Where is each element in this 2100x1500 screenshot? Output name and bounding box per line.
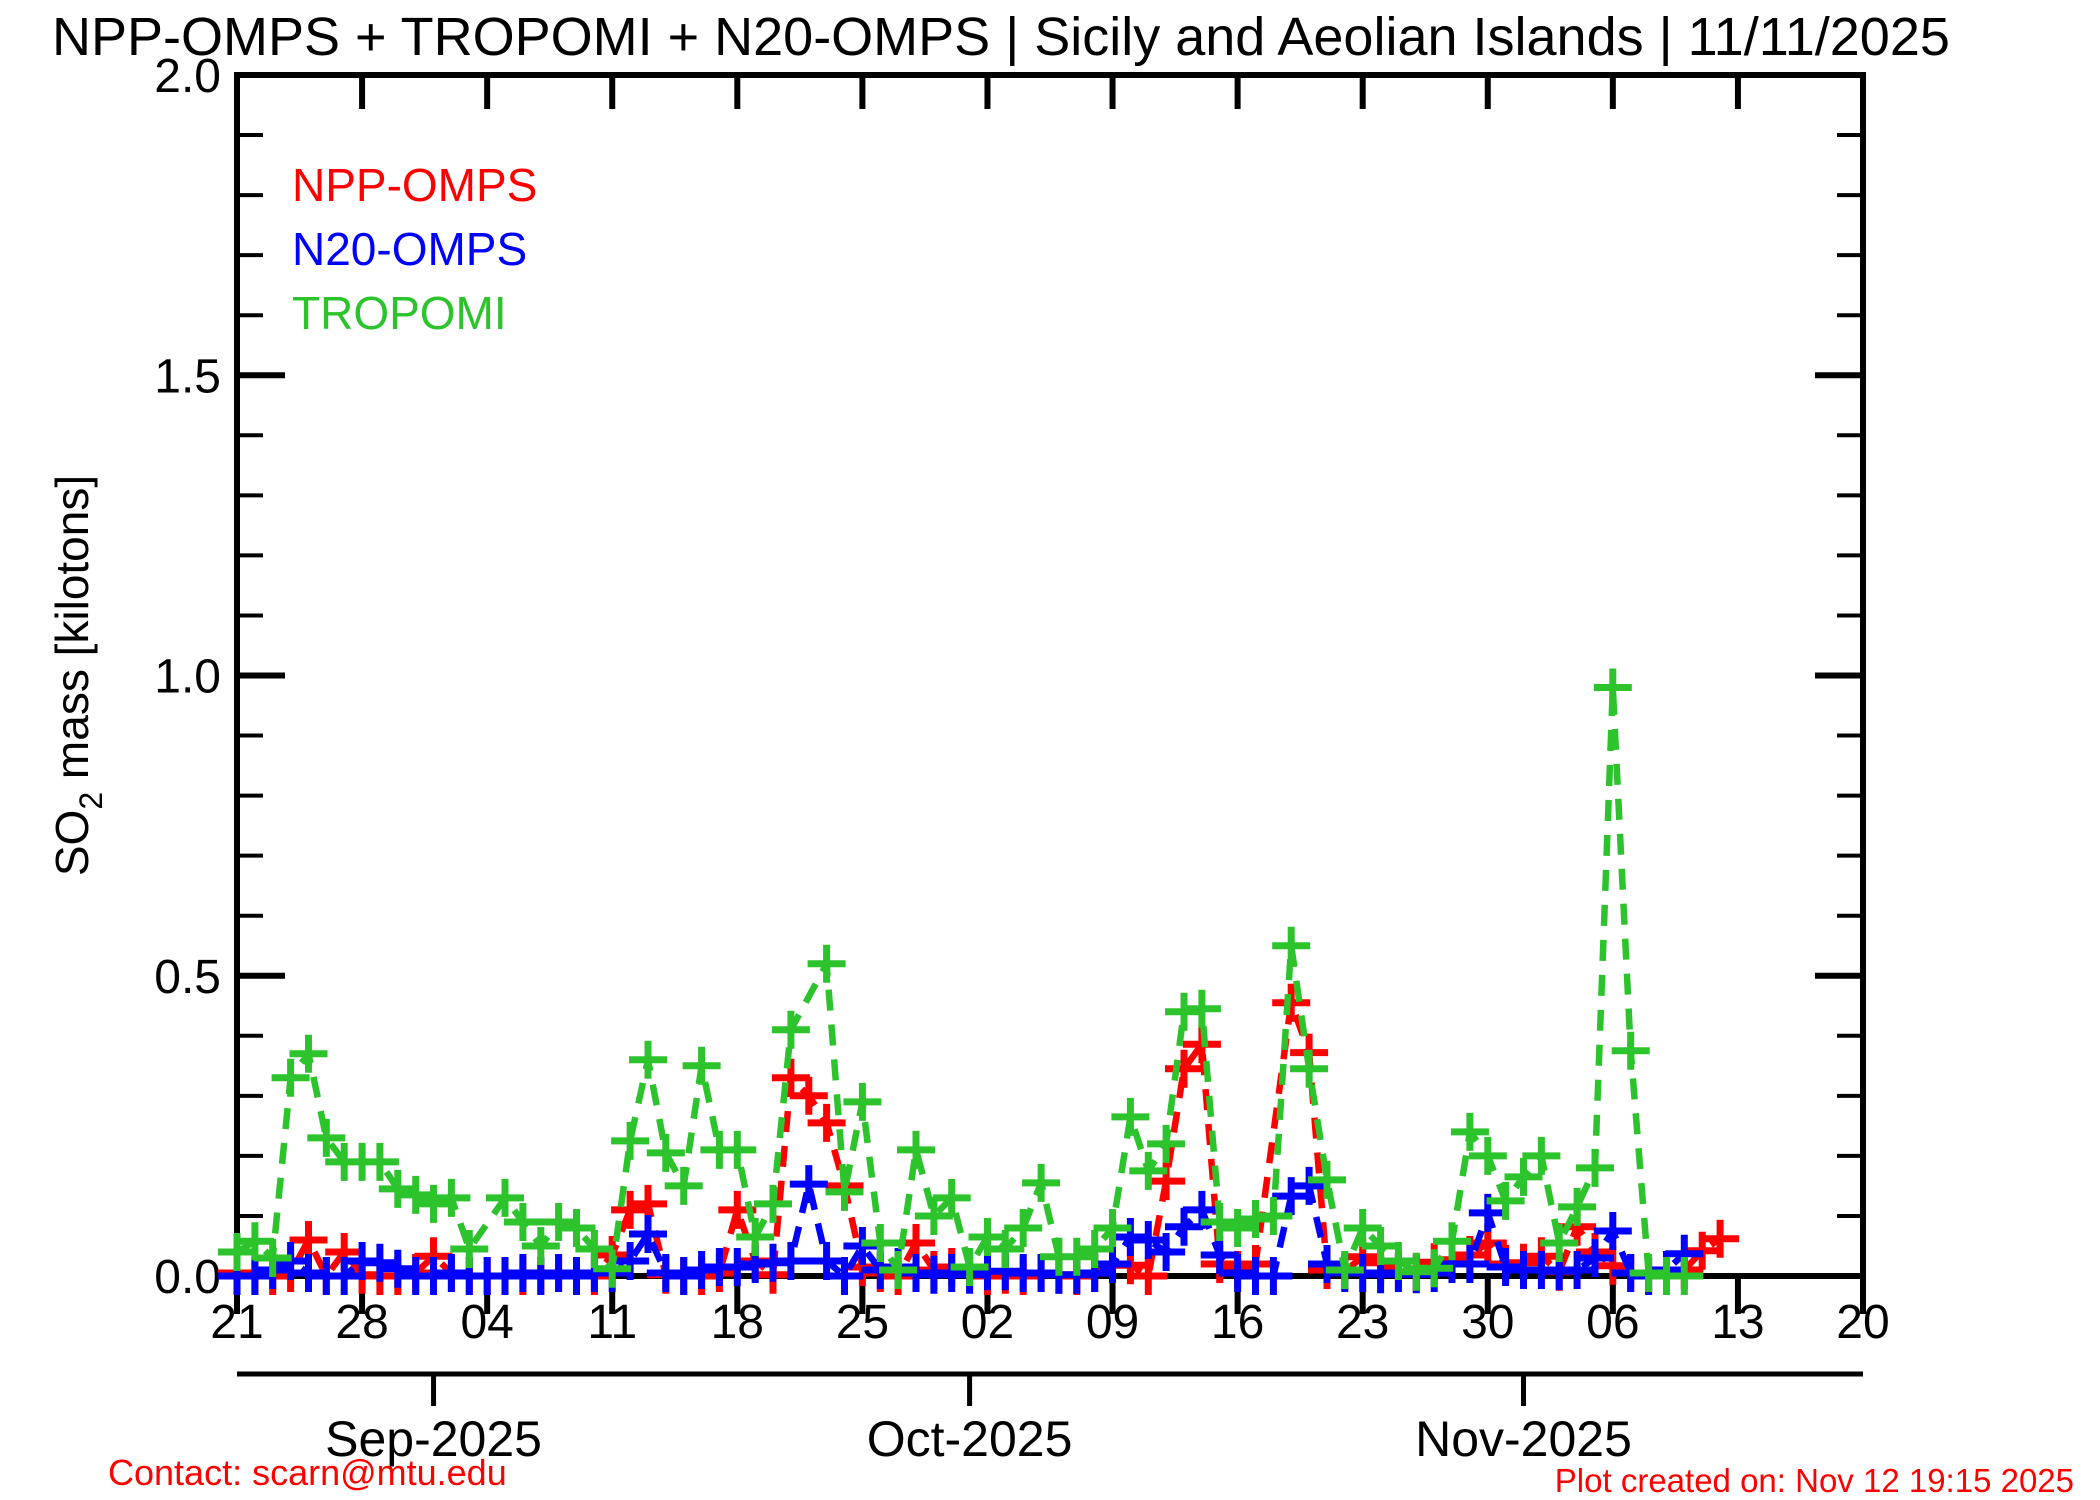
x-tick-label: 25 [836,1296,889,1349]
x-tick-label: 21 [210,1296,263,1349]
x-tick-label: 04 [460,1296,513,1349]
legend-item-tropomi: TROPOMI [292,287,507,339]
y-axis: 0.0 0.5 1.0 1.5 2.0 [154,50,1863,1304]
x-tick-label: 23 [1336,1296,1389,1349]
x-tick-label: 18 [711,1296,764,1349]
y-axis-title: SO2 mass [kilotons] [46,475,109,876]
month-tick-label: Oct-2025 [867,1411,1073,1467]
x-tick-label: 02 [961,1296,1014,1349]
legend-item-n20-omps: N20-OMPS [292,223,528,275]
series-line [235,687,1685,1281]
x-tick-label: 16 [1211,1296,1264,1349]
legend-item-npp-omps: NPP-OMPS [292,159,538,211]
x-tick-label: 06 [1586,1296,1639,1349]
series-tropomi [218,668,1704,1295]
y-tick-label: 0.0 [154,1251,221,1304]
created-text: Plot created on: Nov 12 19:15 2025 [1554,1462,2074,1499]
x-tick-label: 09 [1086,1296,1139,1349]
x-tick-label: 20 [1836,1296,1889,1349]
y-tick-label: 0.5 [154,951,221,1004]
month-axis: Sep-2025 Oct-2025 Nov-2025 [237,1371,1863,1467]
contact-text: Contact: scarn@mtu.edu [108,1452,507,1493]
y-tick-label: 1.0 [154,651,221,704]
series-markers [218,668,1704,1295]
x-tick-label: 30 [1461,1296,1514,1349]
month-tick-label: Nov-2025 [1415,1411,1632,1467]
month-tick-label: Sep-2025 [325,1411,542,1467]
chart-title: NPP-OMPS + TROPOMI + N20-OMPS | Sicily a… [52,7,1950,67]
x-tick-label: 28 [335,1296,388,1349]
y-tick-label: 2.0 [154,50,221,103]
y-tick-label: 1.5 [154,350,221,403]
x-tick-label: 13 [1711,1296,1764,1349]
x-tick-label: 11 [587,1296,637,1349]
